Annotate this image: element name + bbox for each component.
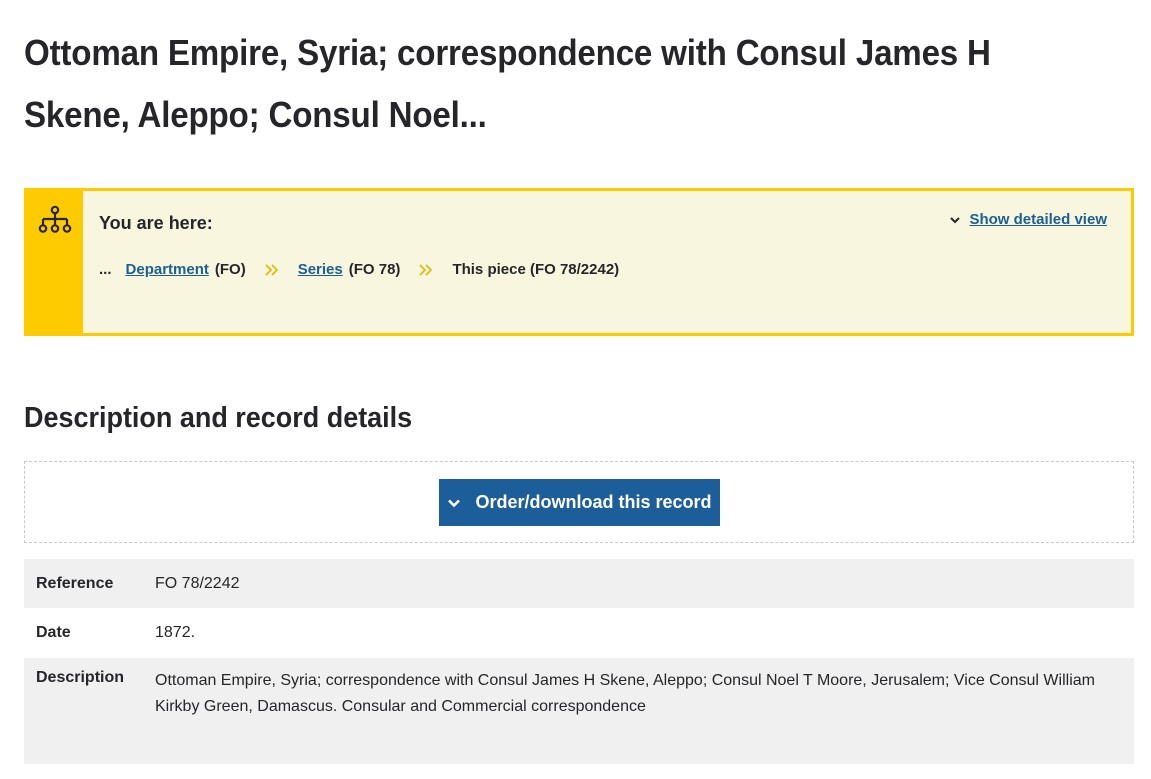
order-download-label: Order/download this record [475, 492, 712, 512]
chevron-down-icon [950, 216, 961, 223]
breadcrumb-ellipsis[interactable]: ... [99, 261, 112, 278]
record-details-table: Reference FO 78/2242 Date 1872. Descript… [24, 559, 1134, 764]
order-download-button[interactable]: Order/download this record [439, 479, 720, 526]
show-detailed-view-link[interactable]: Show detailed view [969, 211, 1107, 228]
detail-row-date: Date 1872. [24, 608, 1134, 658]
page-title: Ottoman Empire, Syria; correspondence wi… [24, 32, 991, 135]
breadcrumb-code-series: (FO 78) [348, 261, 401, 278]
section-title: Description and record details [24, 402, 413, 434]
breadcrumb: You are here: Show detailed view ... Dep… [24, 188, 1134, 336]
breadcrumb-current: This piece (FO 78/2242) [452, 261, 620, 278]
breadcrumb-link-series[interactable]: Series [297, 261, 343, 278]
detail-key: Reference [36, 574, 114, 592]
breadcrumb-link-department[interactable]: Department [125, 261, 209, 278]
show-detailed-view-toggle[interactable]: Show detailed view [949, 211, 1107, 228]
detail-key: Description [36, 669, 125, 686]
order-panel: Order/download this record [24, 461, 1134, 543]
breadcrumb-trail: ... Department (FO) Series (FO 78) This … [99, 261, 619, 278]
breadcrumb-heading: You are here: [99, 213, 213, 233]
detail-value: Ottoman Empire, Syria; correspondence wi… [155, 672, 1095, 715]
detail-row-description: Description Ottoman Empire, Syria; corre… [24, 658, 1134, 764]
detail-row-reference: Reference FO 78/2242 [24, 559, 1134, 608]
breadcrumb-code-department: (FO) [214, 261, 246, 278]
detail-key: Date [36, 624, 71, 641]
detail-value: 1872. [155, 624, 196, 641]
chevron-down-icon [448, 499, 461, 507]
hierarchy-icon [38, 205, 72, 233]
double-chevron-right-icon [419, 263, 433, 276]
detail-value: FO 78/2242 [155, 574, 240, 592]
double-chevron-right-icon [265, 263, 278, 276]
breadcrumb-side-panel [27, 191, 83, 333]
